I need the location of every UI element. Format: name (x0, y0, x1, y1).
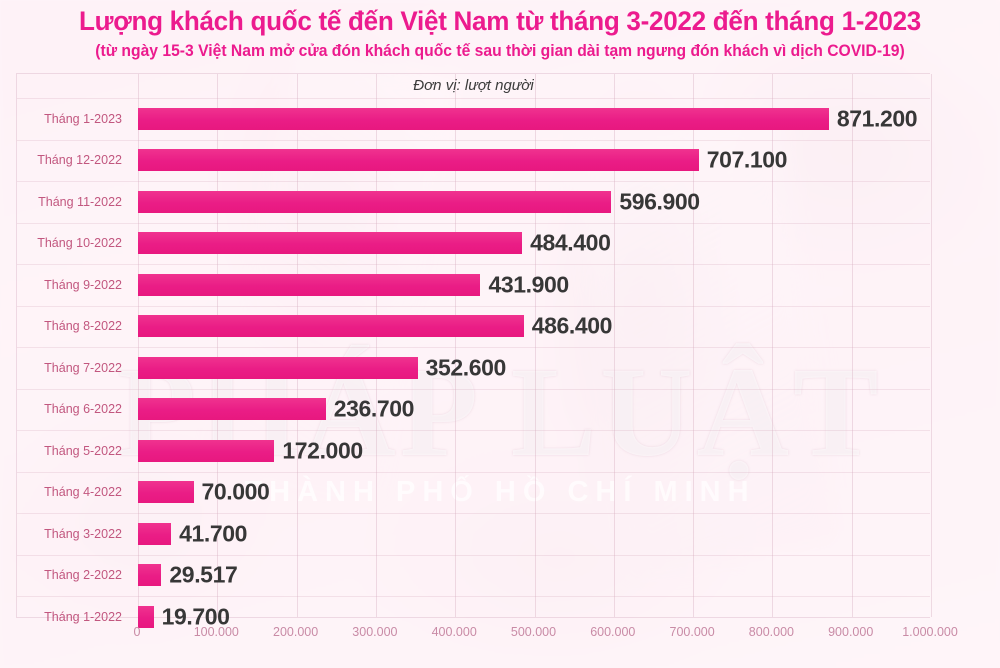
bar-value-label: 707.100 (706, 146, 788, 173)
chart-row[interactable]: Tháng 7-2022 352.600 (17, 347, 930, 389)
x-axis-tick-label: 200.000 (273, 625, 319, 639)
bar-chart: Đơn vị: lượt người Tháng 1-2023 871.200 Th… (16, 73, 932, 629)
x-axis-tick-label: 1.000.000 (902, 625, 958, 639)
x-axis-tick-label: 900.000 (828, 625, 874, 639)
x-axis-tick-label: 300.000 (352, 625, 398, 639)
gridline-horizontal (17, 471, 930, 473)
chart-row[interactable]: Tháng 9-2022 431.900 (17, 264, 930, 306)
category-label: Tháng 12-2022 (37, 153, 122, 168)
bar-value-label: 352.600 (425, 354, 507, 381)
bar-value-label: 19.700 (161, 603, 230, 630)
x-axis: 0 100.000 200.000 300.000 400.000 500.000 600.… (16, 625, 958, 655)
bar[interactable] (138, 439, 275, 462)
chart-row[interactable]: Tháng 11-2022 596.900 (17, 181, 930, 223)
bar-value-label: 484.400 (530, 229, 611, 256)
category-label: Tháng 4-2022 (44, 485, 122, 500)
bar-value-label: 431.900 (488, 271, 569, 298)
chart-row[interactable]: Tháng 12-2022 707.100 (17, 139, 930, 182)
bar[interactable] (138, 232, 523, 255)
gridline-horizontal (17, 264, 930, 265)
bar[interactable] (138, 398, 326, 421)
category-label: Tháng 1-2022 (44, 609, 122, 624)
bar[interactable] (138, 149, 699, 172)
gridline-horizontal (17, 98, 930, 99)
bar[interactable] (138, 564, 162, 587)
gridline-horizontal (17, 305, 930, 307)
category-label: Tháng 1-2023 (44, 111, 122, 126)
gridline-horizontal (17, 139, 930, 141)
page-title: Lượng khách quốc tế đến Việt Nam từ thán… (79, 6, 921, 36)
category-label: Tháng 8-2022 (44, 319, 122, 334)
bar-value-label: 236.700 (333, 395, 415, 422)
bar[interactable] (138, 107, 829, 130)
bar[interactable] (138, 273, 481, 296)
header: Lượng khách quốc tế đến Việt Nam từ thán… (0, 0, 1000, 60)
gridline-horizontal (17, 347, 930, 348)
bar[interactable] (138, 522, 172, 545)
chart-row[interactable]: Tháng 6-2022 236.700 (17, 388, 930, 431)
category-label: Tháng 9-2022 (44, 277, 122, 292)
x-axis-tick-label: 700.000 (669, 625, 715, 639)
unit-label: Đơn vị: lượt người (413, 77, 534, 94)
category-label: Tháng 7-2022 (44, 360, 122, 375)
gridline-horizontal (17, 388, 930, 390)
category-label: Tháng 2-2022 (44, 568, 122, 583)
chart-row[interactable]: Tháng 5-2022 172.000 (17, 430, 930, 472)
bar-value-label: 41.700 (179, 520, 248, 547)
bar-value-label: 29.517 (169, 561, 238, 588)
bar-value-label: 871.200 (836, 105, 918, 132)
chart-row[interactable]: Tháng 2-2022 29.517 (17, 554, 930, 597)
gridline-horizontal (17, 181, 930, 182)
bar-value-label: 596.900 (619, 188, 700, 215)
bar-value-label: 172.000 (282, 437, 363, 464)
x-axis-tick-label: 400.000 (431, 625, 477, 639)
x-axis-tick-label: 600.000 (590, 625, 636, 639)
bar-value-label: 70.000 (201, 478, 270, 505)
x-axis-tick-label: 500.000 (510, 625, 557, 639)
gridline-horizontal (17, 222, 930, 224)
category-label: Tháng 11-2022 (38, 194, 122, 209)
bar[interactable] (138, 356, 418, 379)
chart-row[interactable]: Tháng 10-2022 484.400 (17, 222, 930, 265)
page-subtitle: (từ ngày 15-3 Việt Nam mở cửa đón khách … (95, 42, 905, 61)
category-label: Tháng 6-2022 (44, 402, 122, 417)
bar[interactable] (138, 315, 524, 338)
gridline-horizontal (17, 513, 930, 514)
gridline-horizontal (17, 554, 930, 556)
bar[interactable] (138, 481, 194, 504)
category-label: Tháng 10-2022 (37, 236, 122, 251)
bar[interactable] (138, 190, 612, 213)
bar[interactable] (138, 605, 154, 628)
category-label: Tháng 3-2022 (44, 526, 122, 541)
gridline-horizontal (17, 596, 930, 597)
chart-row[interactable]: Tháng 1-2023 871.200 (17, 98, 930, 140)
bar-value-label: 486.400 (531, 312, 613, 339)
x-axis-tick-label: 800.000 (748, 625, 794, 639)
chart-row[interactable]: Tháng 1-2022 19.700 (17, 596, 930, 638)
x-axis-tick-label: 0 (133, 625, 141, 639)
chart-row[interactable]: Tháng 3-2022 41.700 (17, 513, 930, 555)
chart-row[interactable]: Tháng 8-2022 486.400 (17, 305, 930, 348)
chart-row[interactable]: Tháng 4-2022 70.000 (17, 471, 930, 514)
x-axis-tick-label: 100.000 (193, 625, 239, 639)
gridline-horizontal (17, 430, 930, 431)
category-label: Tháng 5-2022 (44, 443, 122, 458)
